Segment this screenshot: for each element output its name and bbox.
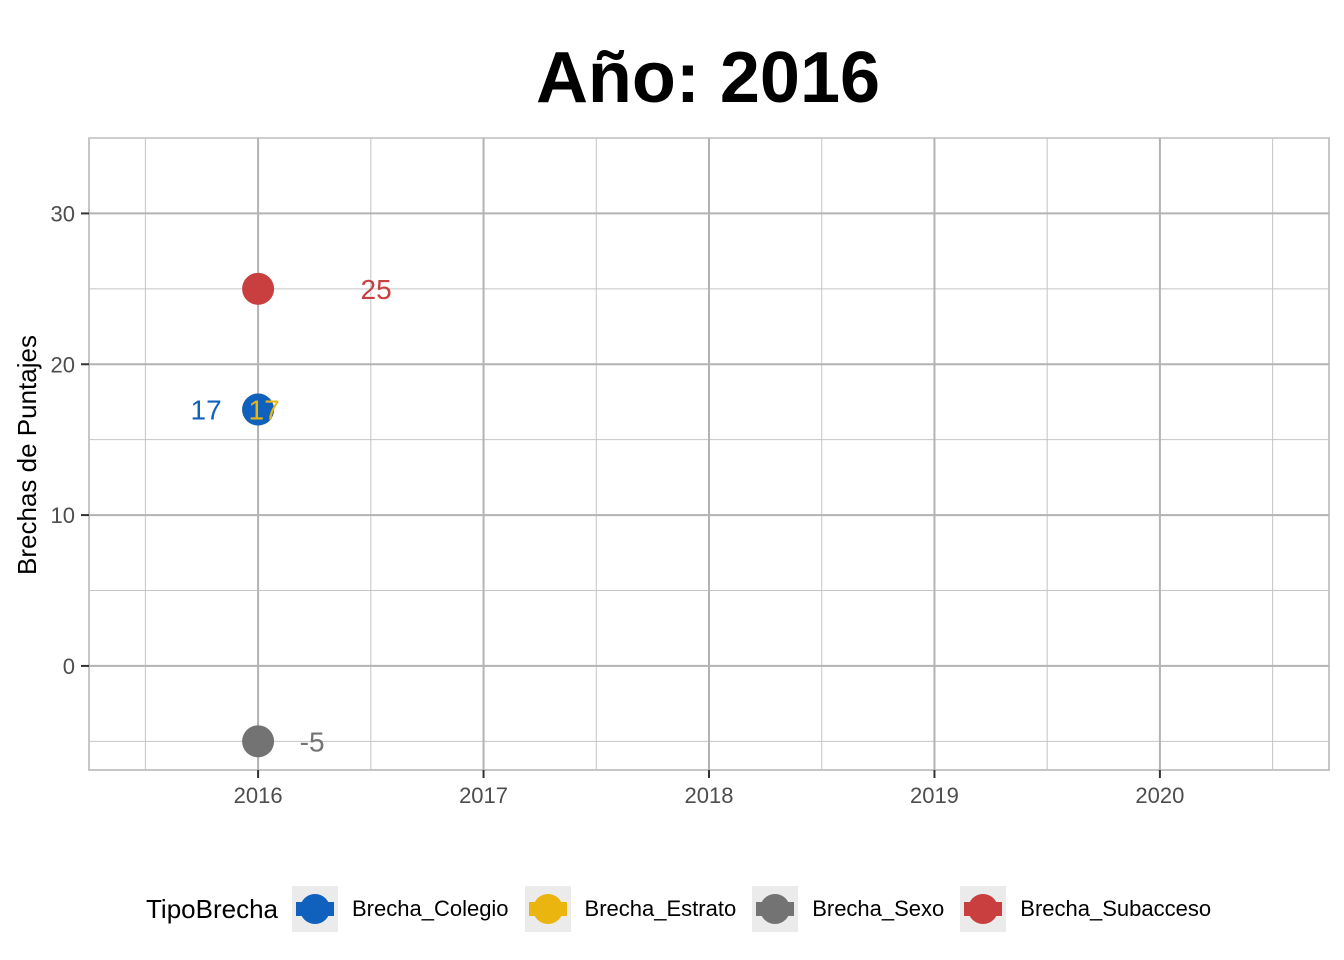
x-tick-label: 2019 [910,783,959,808]
legend-key [292,886,338,932]
legend-item: Brecha_Subacceso [960,886,1211,932]
legend-item: Brecha_Estrato [524,886,737,932]
y-tick-label: 10 [51,503,75,528]
y-axis: 0 10 20 30 [51,201,89,679]
x-tick-label: 2017 [459,783,508,808]
legend-label: Brecha_Sexo [812,896,945,921]
legend-item: Brecha_Colegio [292,886,509,932]
y-tick-label: 30 [51,201,75,226]
point-brecha-sexo [242,725,275,758]
point-brecha-colegio [242,393,275,426]
y-tick-label: 0 [63,654,75,679]
data-label-brecha-estrato: 17 [249,395,280,426]
legend-label: Brecha_Subacceso [1020,896,1212,921]
point-brecha-subacceso [242,272,275,305]
legend-key-dot [760,894,791,924]
legend-key [524,886,571,932]
chart-title: Año: 2016 [535,38,881,118]
legend-key-dot [968,894,999,924]
legend-key-dot [532,894,563,924]
legend-key [752,886,799,932]
data-label-brecha-sexo: -5 [300,726,325,757]
data-label-brecha-subacceso: 25 [361,274,392,305]
data-labels: 17 17 -5 25 [191,274,392,758]
x-tick-label: 2020 [1135,783,1184,808]
y-tick-label: 20 [51,352,75,377]
x-tick-label: 2018 [685,783,734,808]
data-points [242,272,275,758]
x-axis: 2016 2017 2018 2019 2020 [234,770,1184,808]
legend-key-dot [300,894,330,924]
y-axis-title: Brechas de Puntajes [12,335,42,575]
data-label-brecha-colegio: 17 [191,395,222,426]
x-tick-label: 2016 [234,783,283,808]
legend-key [960,886,1007,932]
grid-lines [89,137,1329,770]
legend-title: TipoBrecha [146,893,278,924]
legend-label: Brecha_Colegio [352,896,509,921]
legend: TipoBrecha Brecha_Colegio Brecha_Estrato B… [146,884,1227,934]
legend-label: Brecha_Estrato [584,896,737,921]
legend-item: Brecha_Sexo [752,886,944,932]
